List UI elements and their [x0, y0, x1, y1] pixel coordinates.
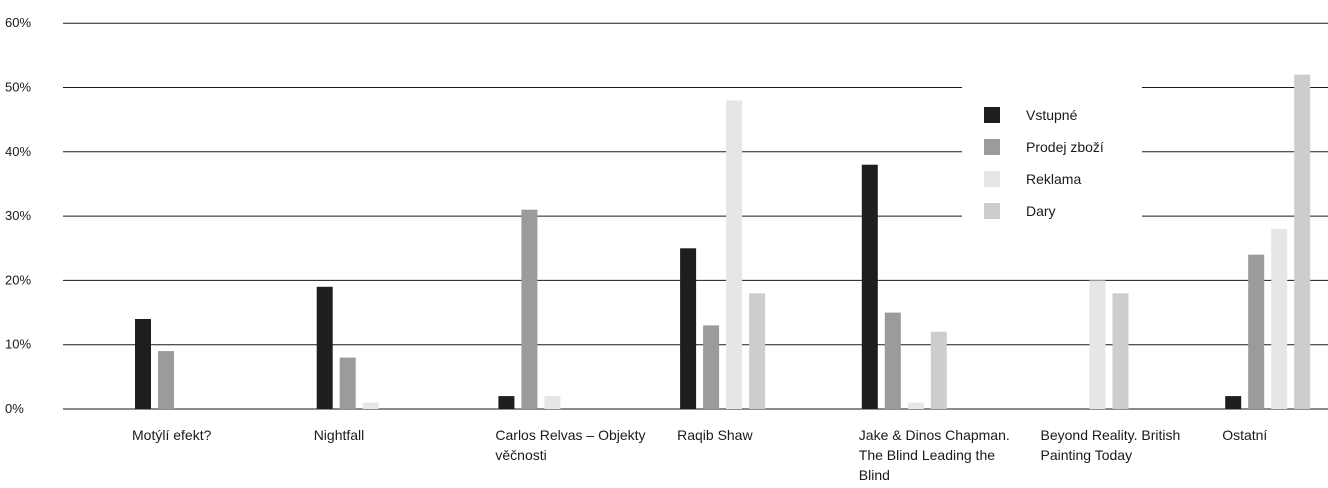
bar-reklama: [907, 402, 924, 409]
legend-item-dary: Dary: [984, 201, 1056, 221]
legend-item-prodej-zbozi: Prodej zboží: [984, 137, 1104, 157]
legend-swatch-reklama: [984, 171, 1000, 187]
y-tick-label: 30%: [5, 208, 31, 223]
category-label: Nightfall: [313, 427, 365, 443]
category-label: Motýlí efekt?: [132, 427, 212, 443]
bar-prodej-zboží: [521, 209, 538, 409]
bar-prodej-zboží: [884, 312, 901, 409]
legend-label-dary: Dary: [1026, 203, 1056, 219]
y-tick-label: 50%: [5, 80, 31, 95]
y-tick-label: 20%: [5, 272, 31, 287]
bar-vstupné: [498, 396, 515, 409]
bar-reklama: [1089, 280, 1106, 409]
legend-swatch-dary: [984, 203, 1000, 219]
bar-vstupné: [680, 248, 697, 410]
bar-reklama: [544, 396, 561, 409]
bar-reklama: [1271, 229, 1288, 409]
legend-item-reklama: Reklama: [984, 169, 1081, 189]
legend-swatch-prodej-zbozi: [984, 139, 1000, 155]
bar-dary: [1294, 74, 1311, 409]
y-tick-label: 40%: [5, 144, 31, 159]
bar-dary: [1112, 293, 1129, 409]
legend-label-vstupne: Vstupné: [1026, 107, 1078, 123]
bar-vstupné: [316, 286, 333, 409]
bar-vstupné: [861, 164, 878, 409]
legend-label-reklama: Reklama: [1026, 171, 1082, 187]
y-tick-label: 10%: [5, 337, 31, 352]
category-label: Raqib Shaw: [677, 427, 753, 443]
bar-prodej-zboží: [158, 351, 174, 409]
bar-vstupné: [135, 319, 151, 409]
bar-reklama: [362, 402, 379, 409]
y-tick-label: 60%: [5, 15, 31, 30]
bar-prodej-zboží: [1248, 254, 1265, 409]
category-label: Carlos Relvas – Objekty věčnosti: [495, 427, 646, 463]
bar-prodej-zboží: [339, 357, 356, 409]
category-label: Beyond Reality. British Painting Today: [1040, 427, 1181, 463]
legend-label-prodej-zbozi: Prodej zboží: [1026, 139, 1104, 155]
bar-dary: [749, 293, 766, 409]
legend: Vstupné Prodej zboží Reklama Dary: [962, 80, 1142, 240]
y-tick-label: 0%: [5, 401, 24, 416]
category-label: Ostatní: [1222, 427, 1268, 443]
bar-dary: [930, 331, 947, 409]
bar-prodej-zboží: [703, 325, 720, 409]
legend-item-vstupne: Vstupné: [984, 105, 1077, 125]
bar-reklama: [726, 100, 743, 410]
legend-swatch-vstupne: [984, 107, 1000, 123]
bar-vstupné: [1225, 396, 1242, 409]
category-label: Jake & Dinos Chapman. The Blind Leading …: [858, 427, 1010, 483]
